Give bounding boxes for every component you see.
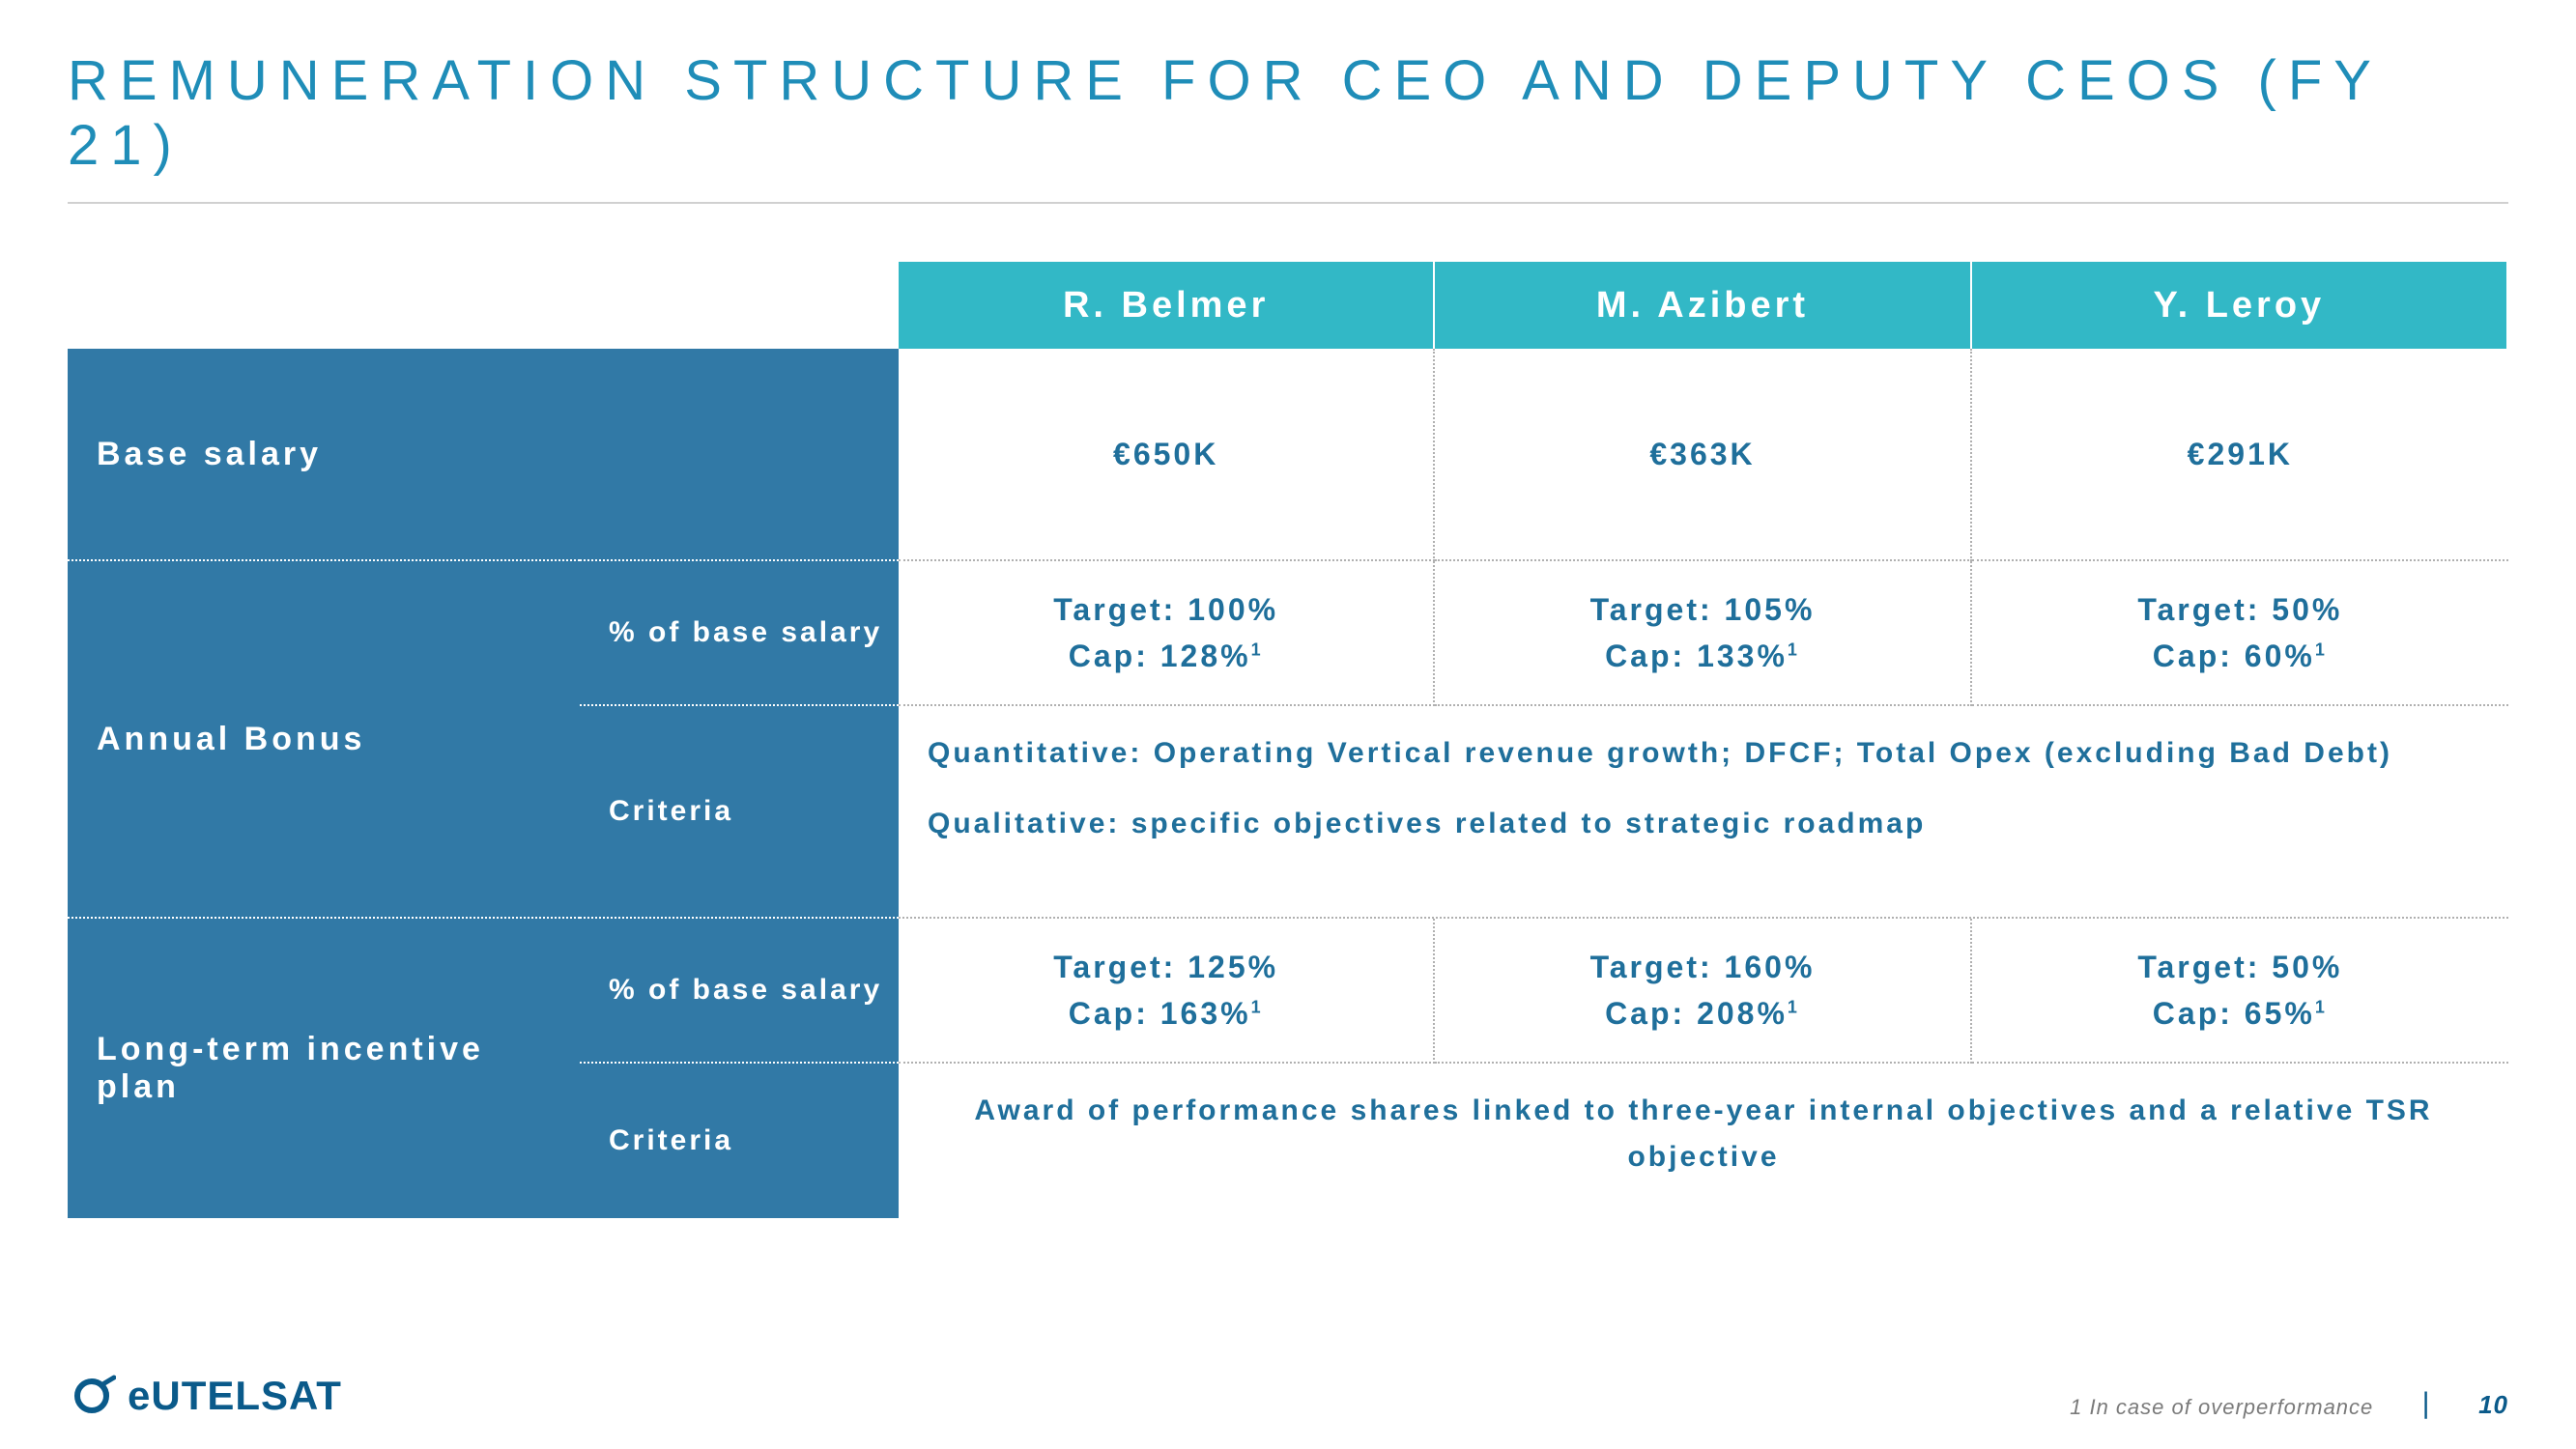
eutelsat-logo-icon <box>68 1372 116 1420</box>
page-number: 10 <box>2478 1390 2508 1420</box>
footnote-text: 1 In case of overperformance <box>2070 1395 2373 1420</box>
sublabel-lt-criteria: Criteria <box>580 1064 899 1218</box>
row-label-base-salary: Base salary <box>68 349 580 561</box>
ab-p1-cap: Cap: 128%1 <box>1069 633 1264 679</box>
cell-ab-criteria: Quantitative: Operating Vertical revenue… <box>899 706 2508 919</box>
header-person-1: R. Belmer <box>899 262 1435 349</box>
cell-ab-pct-p1: Target: 100% Cap: 128%1 <box>899 561 1435 706</box>
logo: eUTELSAT <box>68 1372 342 1420</box>
ab-criteria-qual: Qualitative: specific objectives related… <box>928 801 2479 847</box>
cell-ab-pct-p2: Target: 105% Cap: 133%1 <box>1435 561 1971 706</box>
header-person-2: M. Azibert <box>1435 262 1971 349</box>
sublabel-lt-pct: % of base salary <box>580 919 899 1064</box>
lt-p3-target: Target: 50% <box>2137 944 2342 990</box>
cell-lt-pct-p3: Target: 50% Cap: 65%1 <box>1972 919 2508 1064</box>
ab-p2-target: Target: 105% <box>1590 586 1816 633</box>
footnote-block: 1 In case of overperformance | 10 <box>2070 1387 2508 1420</box>
slide-title: REMUNERATION STRUCTURE FOR CEO AND DEPUT… <box>68 48 2508 204</box>
cell-lt-pct-p1: Target: 125% Cap: 163%1 <box>899 919 1435 1064</box>
lt-p1-cap: Cap: 163%1 <box>1069 990 1264 1037</box>
row-label-ltip: Long-term incentive plan <box>68 919 580 1218</box>
cell-ab-pct-p3: Target: 50% Cap: 60%1 <box>1972 561 2508 706</box>
ab-p1-target: Target: 100% <box>1053 586 1278 633</box>
ab-p2-cap: Cap: 133%1 <box>1605 633 1800 679</box>
lt-p1-target: Target: 125% <box>1053 944 1278 990</box>
cell-lt-pct-p2: Target: 160% Cap: 208%1 <box>1435 919 1971 1064</box>
lt-p2-target: Target: 160% <box>1590 944 1816 990</box>
lt-p2-cap: Cap: 208%1 <box>1605 990 1800 1037</box>
footer-divider: | <box>2421 1387 2430 1420</box>
ab-p3-cap: Cap: 60%1 <box>2153 633 2328 679</box>
footer: eUTELSAT 1 In case of overperformance | … <box>68 1372 2508 1420</box>
ab-criteria-quant: Quantitative: Operating Vertical revenue… <box>928 730 2479 777</box>
header-person-3: Y. Leroy <box>1972 262 2508 349</box>
logo-text: eUTELSAT <box>128 1373 342 1419</box>
cell-base-p2: €363K <box>1435 349 1971 561</box>
cell-lt-criteria: Award of performance shares linked to th… <box>899 1064 2508 1218</box>
lt-p3-cap: Cap: 65%1 <box>2153 990 2328 1037</box>
sublabel-ab-criteria: Criteria <box>580 706 899 919</box>
cell-base-p1: €650K <box>899 349 1435 561</box>
header-empty <box>68 262 899 349</box>
sublabel-ab-pct: % of base salary <box>580 561 899 706</box>
row-label-annual-bonus: Annual Bonus <box>68 561 580 919</box>
remuneration-table: R. Belmer M. Azibert Y. Leroy Base salar… <box>68 262 2508 1218</box>
slide-container: REMUNERATION STRUCTURE FOR CEO AND DEPUT… <box>0 0 2576 1449</box>
cell-base-p3: €291K <box>1972 349 2508 561</box>
sublabel-base-empty <box>580 349 899 561</box>
ab-p3-target: Target: 50% <box>2137 586 2342 633</box>
